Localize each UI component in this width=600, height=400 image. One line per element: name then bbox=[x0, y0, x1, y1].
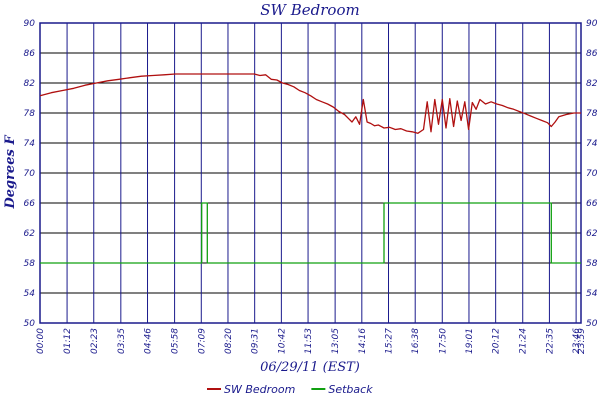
x-tick-label: 23:46 bbox=[572, 328, 582, 354]
legend: SW Bedroom Setback bbox=[207, 383, 373, 396]
x-tick-label: 10:42 bbox=[277, 328, 287, 354]
x-tick-label: 08:20 bbox=[224, 328, 234, 354]
y-tick-right: 70 bbox=[586, 169, 598, 179]
y-tick-right: 82 bbox=[586, 79, 598, 89]
plot-series bbox=[39, 73, 581, 264]
x-tick-label: 05:58 bbox=[171, 328, 181, 354]
plot-border bbox=[39, 22, 582, 324]
x-tick-label: 13:05 bbox=[331, 328, 341, 354]
legend-label-setback: Setback bbox=[328, 383, 373, 396]
x-tick-label: 15:27 bbox=[385, 328, 395, 354]
x-tick-label: 23:59 bbox=[577, 328, 587, 354]
y-tick-left: 90 bbox=[24, 19, 36, 29]
legend-label-sw-bedroom: SW Bedroom bbox=[224, 383, 295, 396]
y-tick-left: 54 bbox=[24, 289, 36, 299]
y-tick-left: 86 bbox=[24, 49, 36, 59]
y-tick-left: 62 bbox=[24, 229, 36, 239]
x-tick-label: 02:23 bbox=[90, 328, 100, 354]
x-tick-label: 07:09 bbox=[197, 328, 207, 354]
y-tick-left: 66 bbox=[24, 199, 36, 209]
y-tick-left: 78 bbox=[24, 109, 36, 119]
chart-title: SW Bedroom bbox=[260, 1, 359, 19]
y-tick-right: 66 bbox=[586, 199, 598, 209]
y-tick-right: 90 bbox=[586, 19, 598, 29]
y-tick-left: 70 bbox=[24, 169, 36, 179]
x-axis-title: 06/29/11 (EST) bbox=[260, 360, 360, 375]
x-tick-label: 03:35 bbox=[117, 328, 127, 354]
y-tick-right: 62 bbox=[586, 229, 598, 239]
x-tick-label: 14:16 bbox=[358, 328, 368, 354]
x-tick-label: 01:12 bbox=[63, 328, 73, 354]
y-tick-right: 50 bbox=[586, 319, 598, 329]
series-line-sw-bedroom bbox=[39, 73, 581, 134]
y-tick-left: 50 bbox=[24, 319, 36, 329]
y-tick-left: 74 bbox=[24, 139, 36, 149]
y-tick-labels: 90 90 86 86 82 82 78 78 74 74 70 70 66 66 62 62 58 58 54 54… bbox=[24, 19, 598, 329]
y-axis-title: Degrees F bbox=[3, 135, 18, 210]
x-tick-label: 16:38 bbox=[411, 328, 421, 354]
x-tick-label: 19:01 bbox=[465, 328, 475, 354]
y-tick-right: 58 bbox=[586, 259, 598, 269]
x-tick-label: 17:50 bbox=[438, 328, 448, 354]
x-tick-label: 04:46 bbox=[144, 328, 154, 354]
x-tick-label: 00:00 bbox=[36, 328, 46, 354]
y-tick-left: 82 bbox=[24, 79, 36, 89]
series-line-setback bbox=[40, 202, 581, 264]
y-tick-right: 86 bbox=[586, 49, 598, 59]
x-tick-label: 09:31 bbox=[251, 328, 261, 354]
y-tick-left: 58 bbox=[24, 259, 36, 269]
x-tick-label: 11:53 bbox=[304, 328, 314, 354]
y-tick-right: 78 bbox=[586, 109, 598, 119]
x-tick-labels: 00:00 01:12 02:23 03:35 04:46 05:58 07:09 08:20… bbox=[36, 328, 587, 354]
x-tick-label: 21:24 bbox=[519, 328, 529, 354]
y-tick-right: 74 bbox=[586, 139, 598, 149]
y-tick-right: 54 bbox=[586, 289, 598, 299]
x-tick-label: 22:35 bbox=[545, 328, 555, 354]
x-tick-label: 20:12 bbox=[492, 328, 502, 354]
